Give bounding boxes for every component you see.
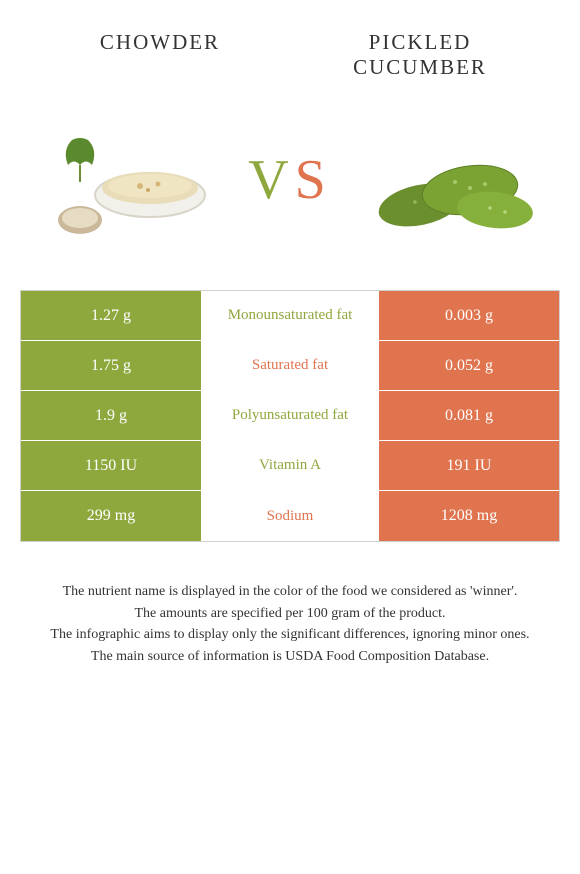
left-value-cell: 1.27 g [21, 291, 201, 340]
left-value-cell: 1.9 g [21, 391, 201, 440]
right-value-cell: 0.003 g [379, 291, 559, 340]
right-food-image [360, 110, 540, 250]
vs-label: VS [248, 148, 332, 212]
table-row: 1.75 gSaturated fat0.052 g [21, 341, 559, 391]
vs-v: V [248, 149, 294, 211]
left-value-cell: 299 mg [21, 491, 201, 541]
table-row: 299 mgSodium1208 mg [21, 491, 559, 541]
footnotes: The nutrient name is displayed in the co… [0, 582, 580, 666]
nutrient-label: Sodium [201, 491, 379, 541]
left-food-title: CHOWDER [60, 30, 260, 80]
nutrient-label: Polyunsaturated fat [201, 391, 379, 440]
comparison-table: 1.27 gMonounsaturated fat0.003 g1.75 gSa… [20, 290, 560, 542]
images-row: VS [0, 100, 580, 280]
footnote-line: The main source of information is USDA F… [24, 647, 556, 667]
nutrient-label: Vitamin A [201, 441, 379, 490]
left-food-image [40, 110, 220, 250]
table-row: 1.9 gPolyunsaturated fat0.081 g [21, 391, 559, 441]
table-row: 1150 IUVitamin A191 IU [21, 441, 559, 491]
right-value-cell: 0.052 g [379, 341, 559, 390]
footnote-line: The infographic aims to display only the… [24, 625, 556, 645]
right-value-cell: 0.081 g [379, 391, 559, 440]
footnote-line: The nutrient name is displayed in the co… [24, 582, 556, 602]
right-value-cell: 1208 mg [379, 491, 559, 541]
left-value-cell: 1150 IU [21, 441, 201, 490]
footnote-line: The amounts are specified per 100 gram o… [24, 604, 556, 624]
left-value-cell: 1.75 g [21, 341, 201, 390]
vs-s: S [295, 149, 332, 211]
header-row: CHOWDER PICKLED CUCUMBER [0, 0, 580, 100]
right-value-cell: 191 IU [379, 441, 559, 490]
table-row: 1.27 gMonounsaturated fat0.003 g [21, 291, 559, 341]
right-food-title: PICKLED CUCUMBER [320, 30, 520, 80]
nutrient-label: Monounsaturated fat [201, 291, 379, 340]
nutrient-label: Saturated fat [201, 341, 379, 390]
